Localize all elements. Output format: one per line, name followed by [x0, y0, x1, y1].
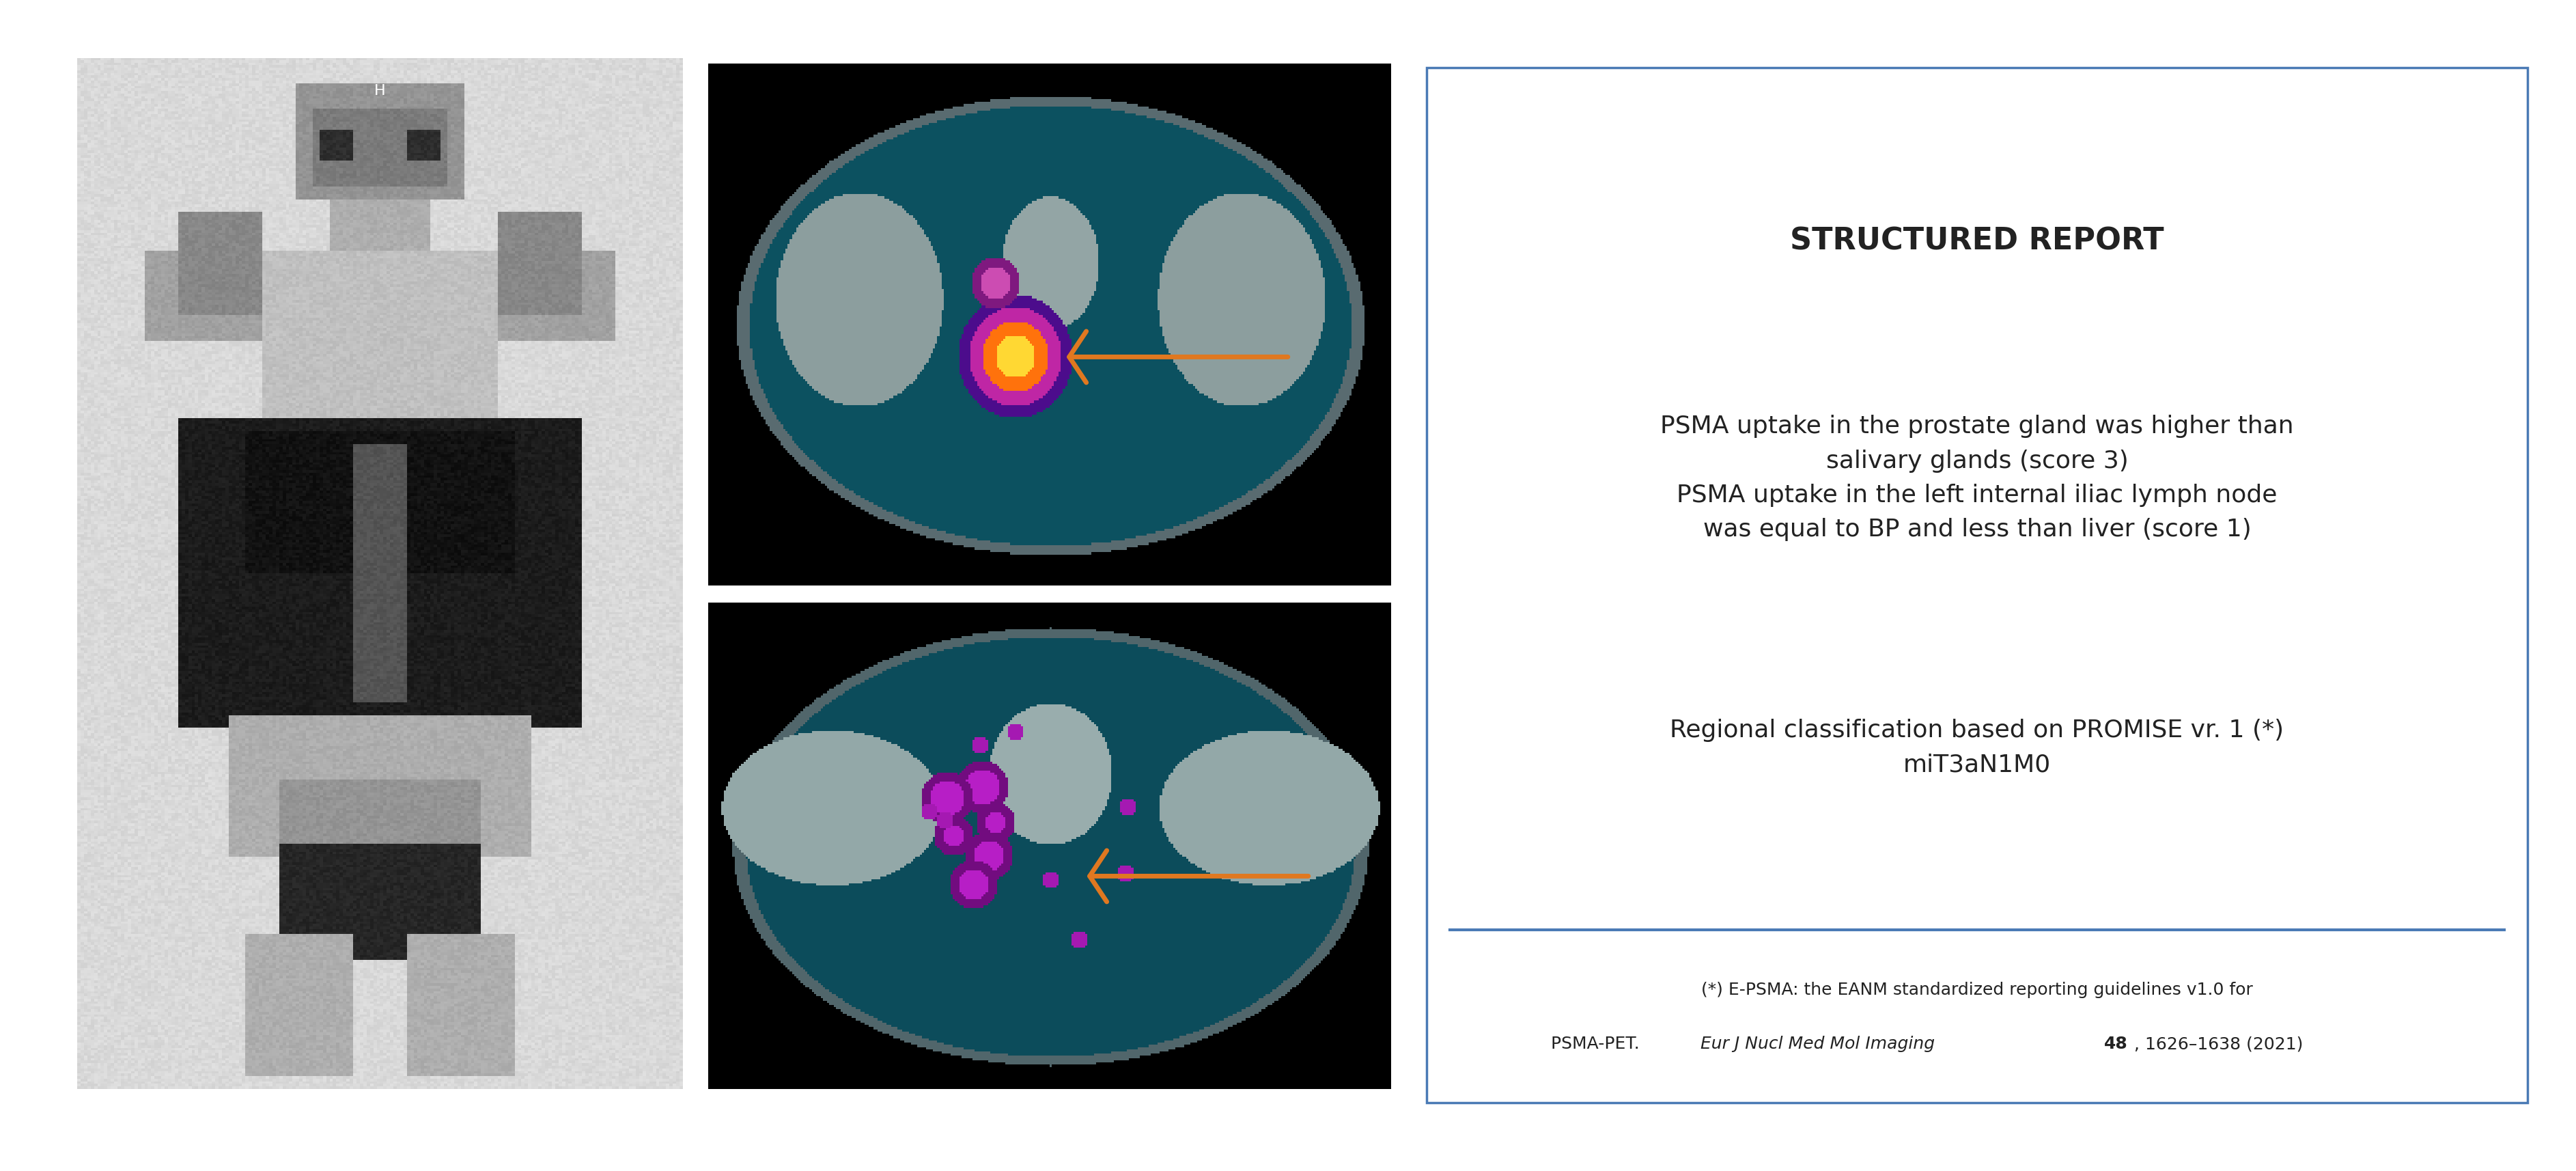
Text: STRUCTURED REPORT: STRUCTURED REPORT [1790, 226, 2164, 255]
Text: , 1626–1638 (2021): , 1626–1638 (2021) [2133, 1035, 2303, 1052]
FancyBboxPatch shape [13, 36, 1378, 1135]
Text: (*) E-PSMA: the EANM standardized reporting guidelines v1.0 for: (*) E-PSMA: the EANM standardized report… [1700, 981, 2254, 998]
Text: Eur J Nucl Med Mol Imaging: Eur J Nucl Med Mol Imaging [1700, 1035, 1940, 1052]
Text: 48: 48 [2105, 1035, 2128, 1052]
Text: H: H [374, 84, 386, 98]
FancyBboxPatch shape [1427, 68, 2527, 1103]
Text: PSMA uptake in the prostate gland was higher than
salivary glands (score 3)
PSMA: PSMA uptake in the prostate gland was hi… [1662, 415, 2293, 541]
Text: PSMA-PET.: PSMA-PET. [1551, 1035, 1646, 1052]
Text: Regional classification based on PROMISE vr. 1 (*)
miT3aN1M0: Regional classification based on PROMISE… [1669, 718, 2285, 776]
